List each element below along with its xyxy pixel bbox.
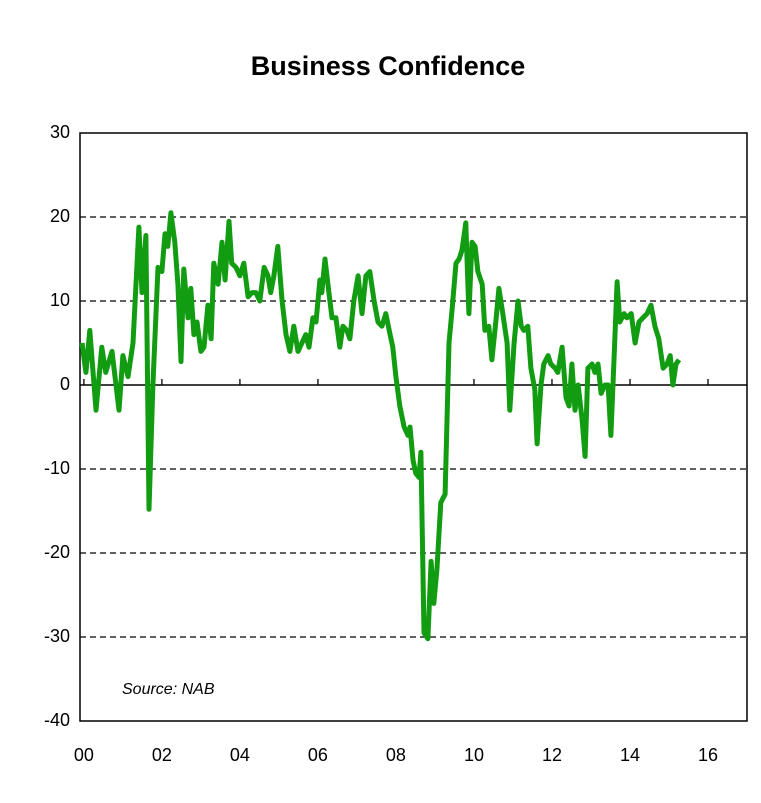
x-tick-label: 14	[620, 745, 640, 765]
source-note: Source: NAB	[122, 681, 215, 698]
y-tick-label: 0	[60, 374, 70, 394]
x-tick-label: 04	[230, 745, 250, 765]
x-tick-label: 02	[152, 745, 172, 765]
x-tick-label: 00	[74, 745, 94, 765]
y-tick-label: 20	[50, 206, 70, 226]
y-tick-label: -30	[44, 626, 70, 646]
data-line	[79, 210, 682, 642]
x-tick-label: 08	[386, 745, 406, 765]
y-tick-label: 10	[50, 290, 70, 310]
y-tick-label: -10	[44, 458, 70, 478]
x-tick-label: 10	[464, 745, 484, 765]
x-tick-label: 12	[542, 745, 562, 765]
y-tick-label: -20	[44, 542, 70, 562]
y-tick-label: 30	[50, 122, 70, 142]
chart-title: Business Confidence	[251, 51, 526, 81]
x-tick-label: 16	[698, 745, 718, 765]
x-tick-label: 06	[308, 745, 328, 765]
y-tick-label: -40	[44, 710, 70, 730]
plot-frame	[79, 132, 748, 722]
